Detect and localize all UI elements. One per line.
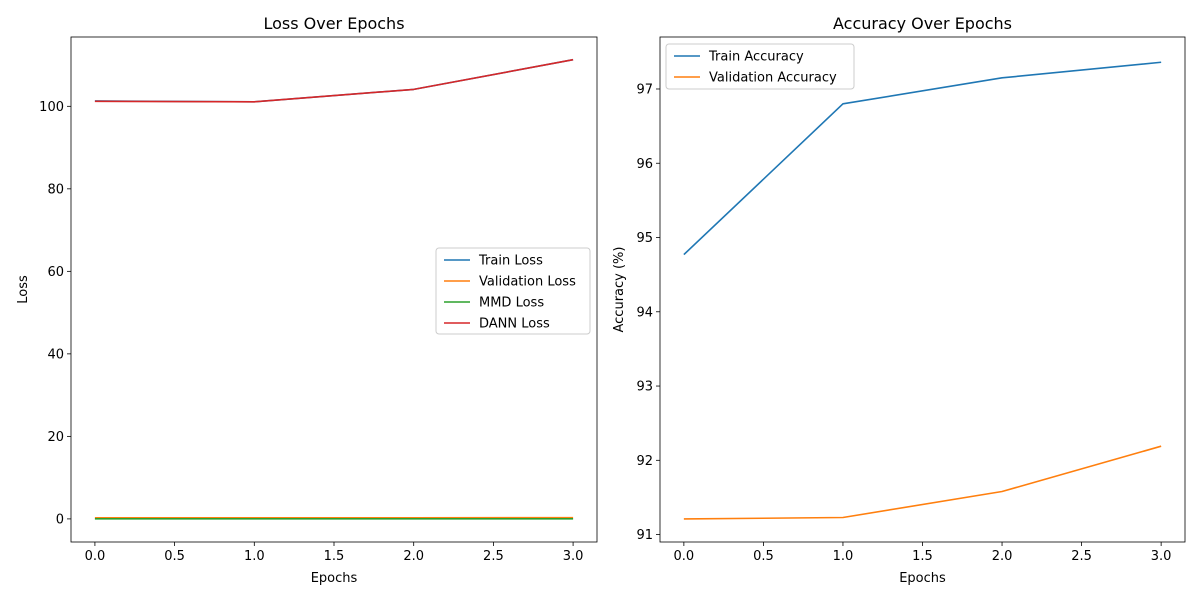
x-tick-label: 0.5	[753, 549, 774, 564]
x-tick-label: 0.0	[85, 549, 106, 564]
series-lines	[683, 61, 1162, 520]
x-tick-label: 0.5	[164, 549, 185, 564]
y-tick-label: 60	[47, 265, 64, 280]
x-tick-label: 2.5	[1071, 549, 1092, 564]
y-tick-label: 97	[636, 82, 653, 97]
y-tick-label: 100	[39, 100, 64, 115]
x-tick-label: 1.0	[244, 549, 265, 564]
accuracy-chart: Accuracy Over Epochs 0.0 0.5 1.0 1.5 2.0 2.5 3.…	[612, 14, 1186, 586]
y-tick-label: 94	[636, 305, 653, 320]
y-axis-ticks: 0 20 40 60 80 100	[39, 100, 71, 527]
y-tick-label: 20	[47, 430, 64, 445]
x-tick-label: 2.0	[992, 549, 1013, 564]
x-tick-label: 1.0	[833, 549, 854, 564]
y-axis-ticks: 91 92 93 94 95 96 97	[636, 82, 660, 543]
legend-box	[665, 43, 855, 90]
series-line-train-accuracy	[683, 61, 1162, 256]
x-axis-ticks: 0.0 0.5 1.0 1.5 2.0 2.5 3.0	[85, 542, 584, 564]
legend-label: MMD Loss	[479, 296, 544, 311]
x-tick-label: 1.5	[324, 549, 345, 564]
x-axis-label: Epochs	[899, 571, 946, 586]
series-lines	[94, 58, 574, 520]
y-tick-label: 95	[636, 231, 653, 246]
x-tick-label: 0.0	[674, 549, 695, 564]
legend-label: Train Accuracy	[708, 50, 804, 65]
legend: Train Loss Validation Loss MMD Loss DANN Lo…	[435, 247, 591, 335]
legend-label: Validation Accuracy	[709, 71, 837, 86]
y-tick-label: 91	[636, 528, 653, 543]
chart-title: Loss Over Epochs	[263, 14, 404, 33]
y-tick-label: 92	[636, 454, 653, 469]
loss-chart: Loss Over Epochs 0.0 0.5 1.0 1.5 2.0 2.5 3.0 0 20…	[16, 14, 598, 586]
legend-box	[435, 247, 591, 335]
x-tick-label: 3.0	[563, 549, 584, 564]
x-tick-label: 1.5	[912, 549, 933, 564]
legend: Train Accuracy Validation Accuracy	[665, 43, 855, 90]
x-axis-label: Epochs	[311, 571, 358, 586]
chart-title: Accuracy Over Epochs	[833, 14, 1012, 33]
y-axis-label: Accuracy (%)	[612, 247, 627, 333]
x-tick-label: 2.0	[403, 549, 424, 564]
series-line-validation-accuracy	[683, 445, 1162, 520]
plot-frame	[659, 36, 1186, 543]
legend-label: Validation Loss	[479, 275, 576, 290]
legend-label: Train Loss	[478, 254, 543, 269]
x-tick-label: 2.5	[483, 549, 504, 564]
legend-label: DANN Loss	[479, 317, 550, 332]
y-tick-label: 93	[636, 380, 653, 395]
y-tick-label: 0	[56, 512, 64, 527]
y-tick-label: 96	[636, 157, 653, 172]
y-tick-label: 40	[47, 347, 64, 362]
y-tick-label: 80	[47, 182, 64, 197]
y-axis-label: Loss	[16, 275, 31, 304]
x-tick-label: 3.0	[1151, 549, 1172, 564]
x-axis-ticks: 0.0 0.5 1.0 1.5 2.0 2.5 3.0	[674, 542, 1172, 564]
series-line-dann-loss	[94, 58, 574, 103]
